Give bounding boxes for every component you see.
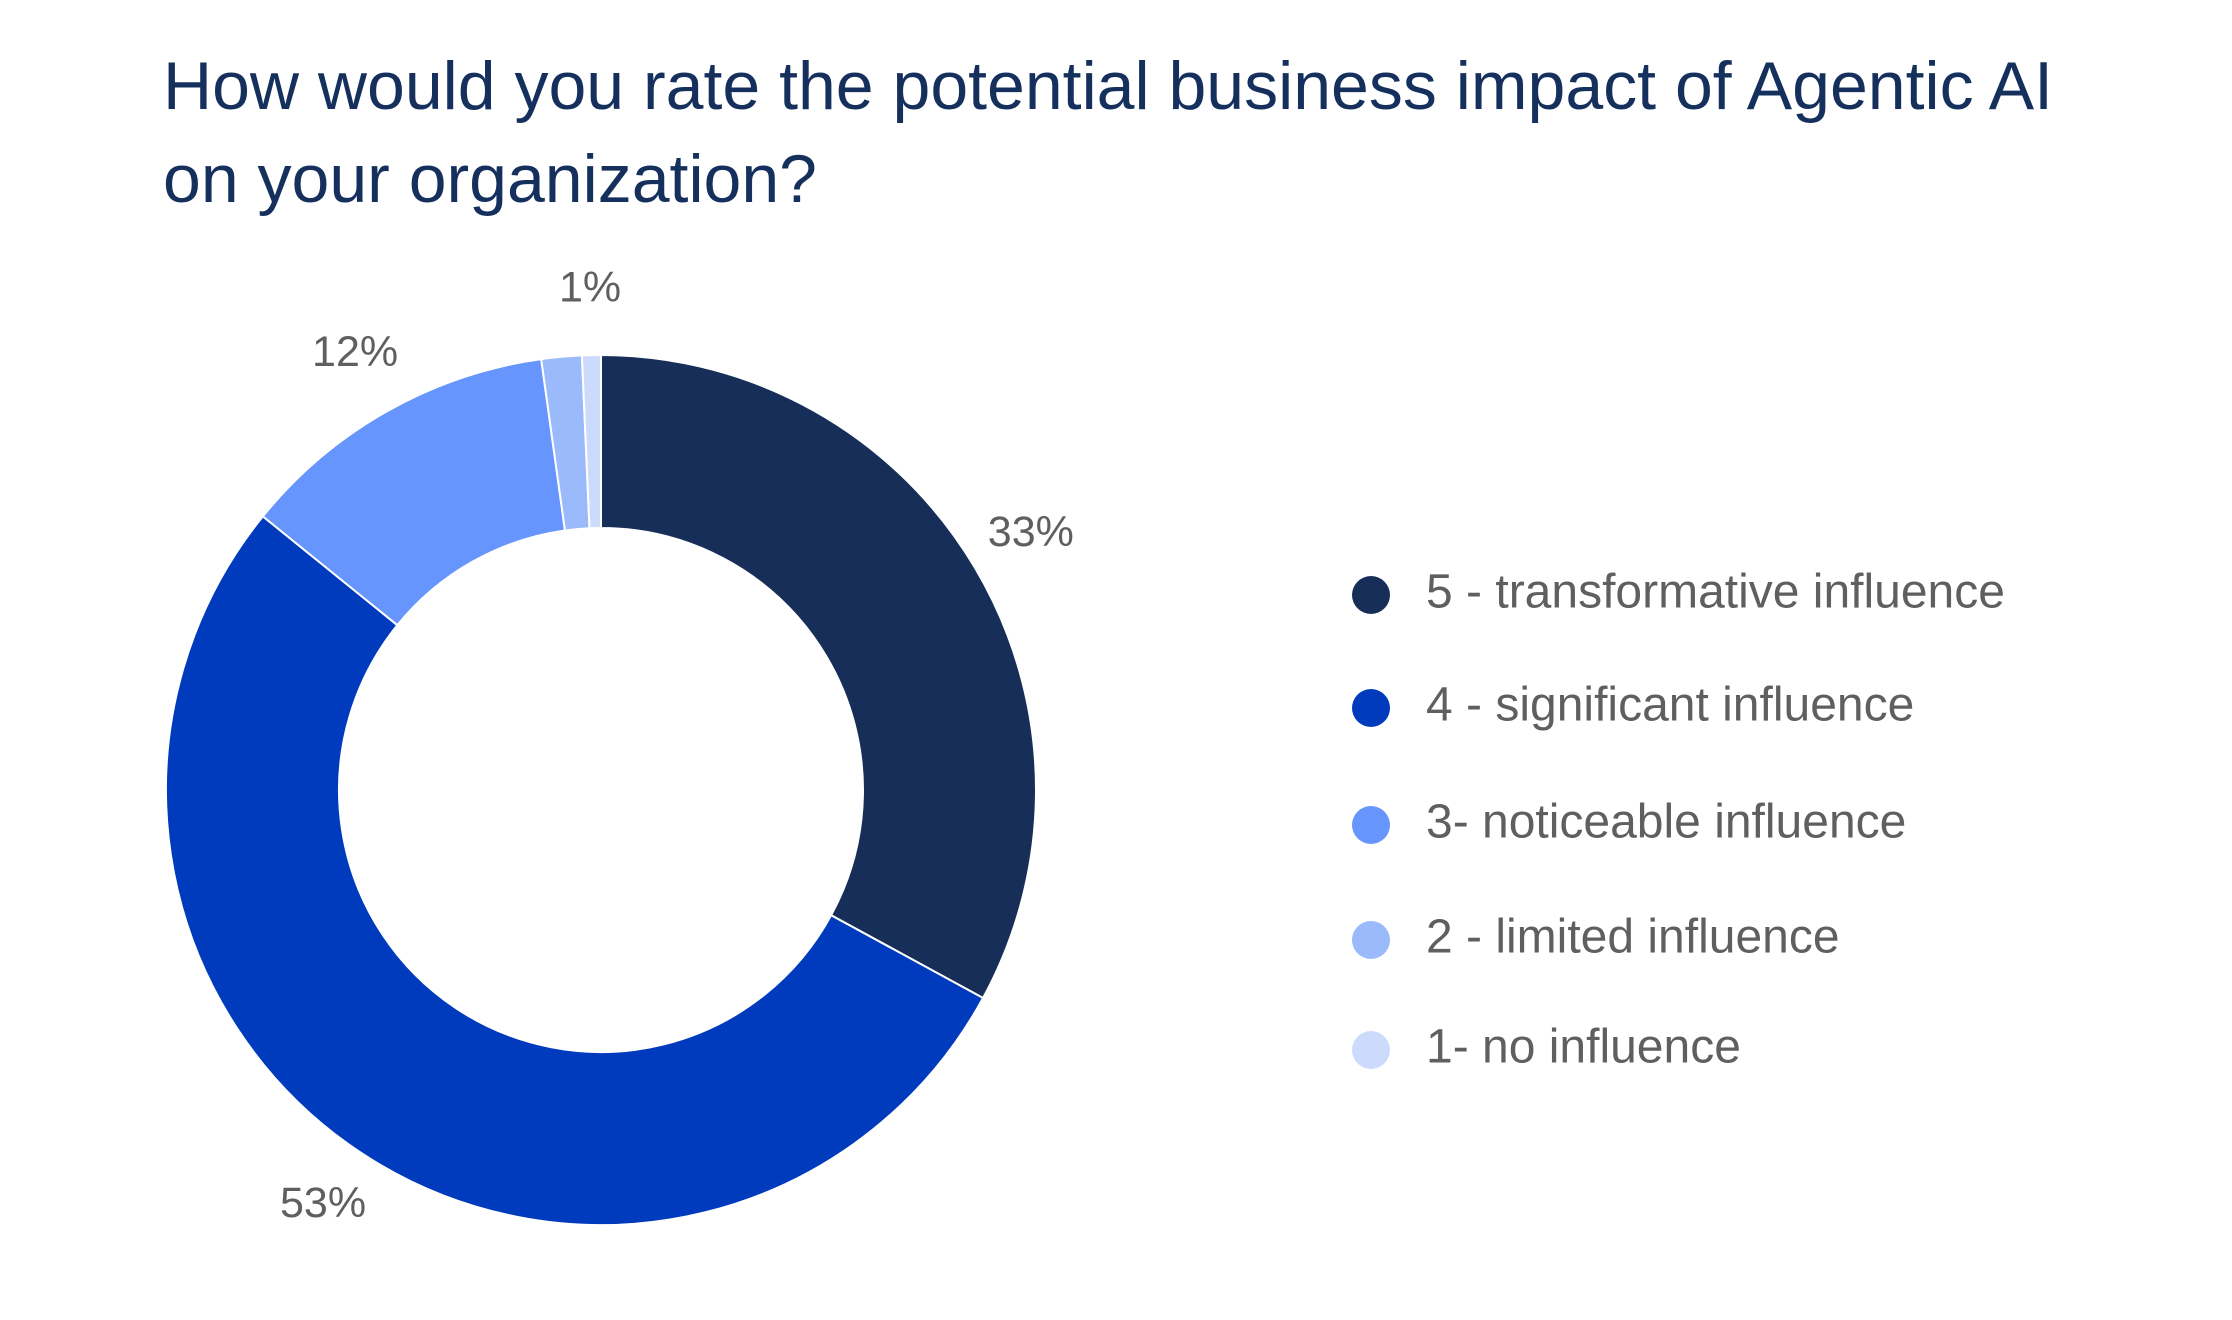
legend-dot-5-transformative-influence bbox=[1352, 576, 1390, 614]
slice-5-transformative-influence bbox=[600, 353, 1037, 1000]
legend: 5 - transformative influence 4 - signific… bbox=[1352, 566, 2005, 1074]
slice-label-3-noticeable-influence: 12% bbox=[312, 328, 398, 376]
legend-item-3-noticeable-influence: 3- noticeable influence bbox=[1352, 796, 1906, 849]
chart-title: How would you rate the potential busines… bbox=[163, 48, 2053, 217]
slice-label-5-transformative-influence: 33% bbox=[988, 508, 1074, 556]
legend-dot-4-significant-influence bbox=[1352, 689, 1390, 727]
legend-dot-3-noticeable-influence bbox=[1352, 806, 1390, 844]
legend-dot-1-no-influence bbox=[1352, 1031, 1390, 1069]
legend-label-2-limited-influence: 2 - limited influence bbox=[1426, 911, 1840, 964]
legend-item-1-no-influence: 1- no influence bbox=[1352, 1021, 1741, 1074]
legend-label-3-noticeable-influence: 3- noticeable influence bbox=[1426, 796, 1906, 849]
slice-label-4-significant-influence: 53% bbox=[280, 1179, 366, 1227]
legend-label-4-significant-influence: 4 - significant influence bbox=[1426, 679, 1914, 732]
slice-4-significant-influence bbox=[165, 514, 985, 1227]
legend-dot-2-limited-influence bbox=[1352, 921, 1390, 959]
legend-label-1-no-influence: 1- no influence bbox=[1426, 1021, 1741, 1074]
slices-group bbox=[165, 353, 1037, 1227]
legend-item-4-significant-influence: 4 - significant influence bbox=[1352, 679, 1914, 732]
slice-labels-group: 33% 53% 12% 1% bbox=[280, 263, 1074, 1227]
legend-item-5-transformative-influence: 5 - transformative influence bbox=[1352, 566, 2005, 619]
slice-1-no-influence bbox=[580, 353, 602, 530]
legend-item-2-limited-influence: 2 - limited influence bbox=[1352, 911, 1840, 964]
legend-label-5-transformative-influence: 5 - transformative influence bbox=[1426, 566, 2005, 619]
slice-label-1-no-influence: 1% bbox=[559, 263, 621, 311]
